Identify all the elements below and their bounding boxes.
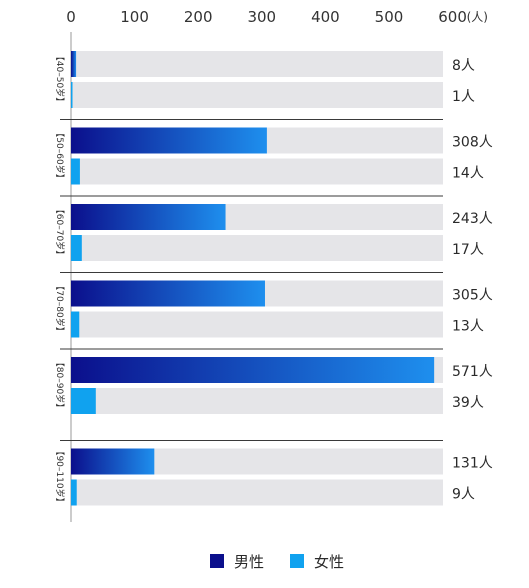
- female-value-label: 1人: [452, 89, 475, 105]
- category-group: 【60–70岁】 243人 17人: [54, 195, 493, 261]
- legend-swatch: [210, 554, 224, 568]
- category-label: 【60–70岁】: [54, 205, 66, 259]
- female-bar: [71, 235, 82, 261]
- x-tick-label: 500: [375, 8, 404, 26]
- x-unit-label: (人): [467, 10, 488, 24]
- x-tick-label: 600: [438, 8, 467, 26]
- male-bar: [71, 127, 267, 154]
- female-track: [71, 388, 443, 414]
- male-value-label: 243人: [452, 211, 493, 227]
- female-bar: [71, 479, 77, 506]
- legend-label: 男性: [234, 553, 264, 571]
- male-track: [71, 51, 443, 77]
- female-value-label: 39人: [452, 395, 484, 411]
- x-tick-label: 200: [184, 8, 213, 26]
- category-group: 【40–50岁】 8人 1人: [54, 51, 475, 108]
- category-group: 【70–80岁】 305人 13人: [54, 272, 493, 338]
- female-bar: [71, 82, 73, 108]
- female-track: [71, 235, 443, 261]
- female-track: [71, 82, 443, 108]
- legend-swatch: [290, 554, 304, 568]
- category-label: 【50–60岁】: [54, 128, 66, 182]
- female-bar: [71, 388, 96, 414]
- x-tick-label: 400: [311, 8, 340, 26]
- female-track: [71, 479, 443, 506]
- female-bar: [71, 311, 80, 338]
- male-value-label: 131人: [452, 456, 493, 472]
- female-value-label: 17人: [452, 242, 484, 258]
- male-bar: [71, 357, 435, 383]
- male-bar: [71, 204, 226, 230]
- category-label: 【90–110岁】: [54, 446, 66, 506]
- category-label: 【70–80岁】: [54, 281, 66, 335]
- female-track: [71, 158, 443, 185]
- category-label: 【40–50岁】: [54, 52, 66, 106]
- legend-label: 女性: [314, 553, 344, 571]
- male-bar: [71, 448, 155, 475]
- category-group: 【90–110岁】 131人 9人: [54, 440, 493, 507]
- female-bar: [71, 158, 80, 185]
- category-group: 【50–60岁】 308人 14人: [54, 119, 493, 185]
- male-bar: [71, 280, 265, 307]
- female-value-label: 13人: [452, 319, 484, 335]
- male-value-label: 305人: [452, 288, 493, 304]
- category-label: 【80–90岁】: [54, 358, 66, 412]
- x-tick-label: 300: [247, 8, 276, 26]
- bar-rows: 【40–50岁】 8人 1人【50–60岁】 308人 14人【60–70岁】 243人 1…: [54, 51, 493, 507]
- male-bar: [71, 51, 77, 77]
- category-group: 【80–90岁】 571人 39人: [54, 348, 493, 414]
- male-value-label: 8人: [452, 58, 475, 74]
- legend: 男性 女性: [210, 553, 344, 571]
- male-value-label: 571人: [452, 364, 493, 380]
- x-tick-label: 0: [66, 8, 76, 26]
- x-tick-label: 100: [120, 8, 149, 26]
- female-value-label: 9人: [452, 487, 475, 503]
- female-track: [71, 311, 443, 338]
- female-value-label: 14人: [452, 166, 484, 182]
- male-value-label: 308人: [452, 135, 493, 151]
